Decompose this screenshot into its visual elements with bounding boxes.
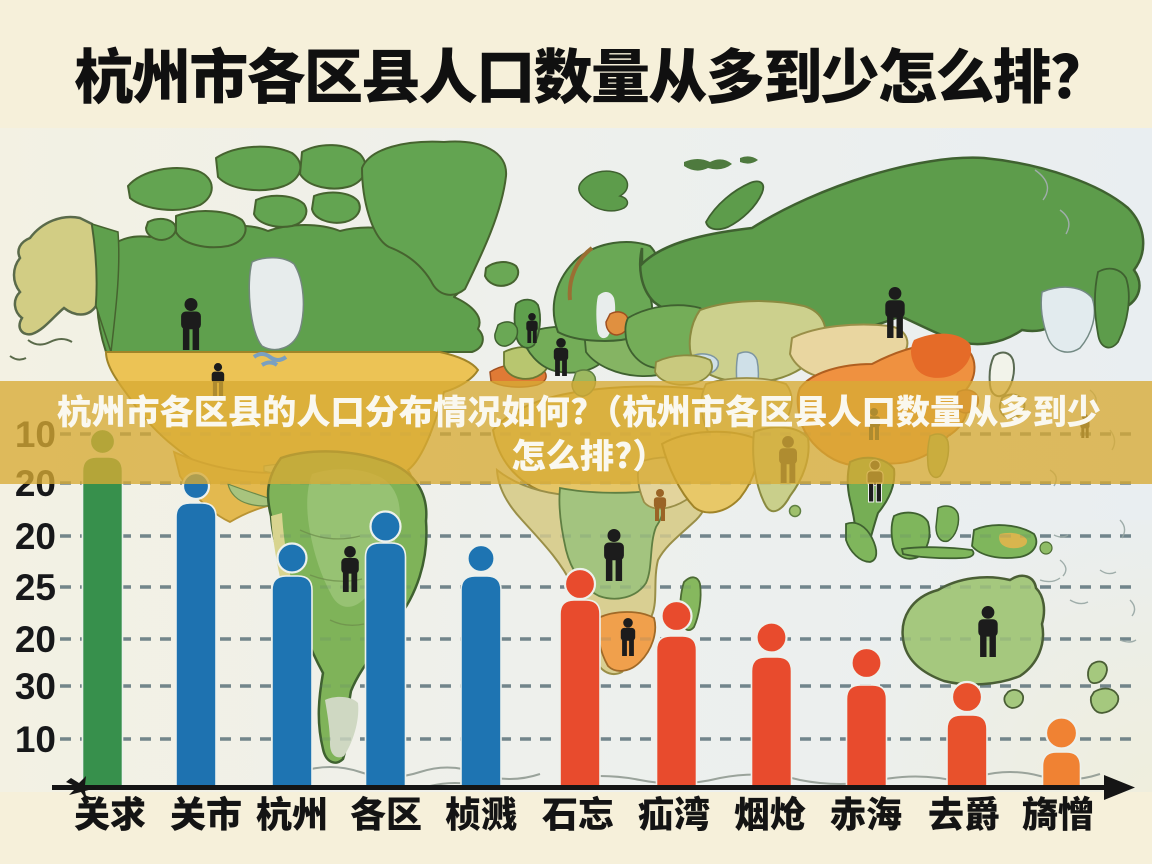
svg-text:20: 20: [15, 516, 56, 557]
svg-text:关市: 关市: [170, 786, 242, 838]
svg-text:去爵: 去爵: [928, 786, 1000, 838]
svg-text:25: 25: [15, 567, 56, 608]
svg-text:20: 20: [15, 619, 56, 660]
svg-text:各区: 各区: [350, 786, 422, 838]
svg-text:杭州市各区县的人口分布情况如何?（杭州市各区县人口数量从多到: 杭州市各区县的人口分布情况如何?（杭州市各区县人口数量从多到少: [57, 384, 1101, 434]
svg-text:赤海: 赤海: [830, 786, 902, 838]
svg-text:关求: 关求: [74, 786, 146, 838]
svg-text:烟炝: 烟炝: [734, 786, 806, 838]
svg-text:杭州: 杭州: [256, 786, 328, 838]
svg-text:10: 10: [15, 719, 56, 760]
svg-text:杭州市各区县人口数量从多到少怎么排？: 杭州市各区县人口数量从多到少怎么排？: [74, 30, 1107, 115]
svg-text:桢溅: 桢溅: [445, 786, 517, 838]
svg-text:石忘: 石忘: [542, 786, 614, 838]
svg-text:30: 30: [15, 666, 56, 707]
svg-text:旖憎: 旖憎: [1022, 786, 1094, 838]
svg-text:疝湾: 疝湾: [638, 786, 710, 838]
svg-text:怎么排?）: 怎么排?）: [511, 428, 666, 478]
